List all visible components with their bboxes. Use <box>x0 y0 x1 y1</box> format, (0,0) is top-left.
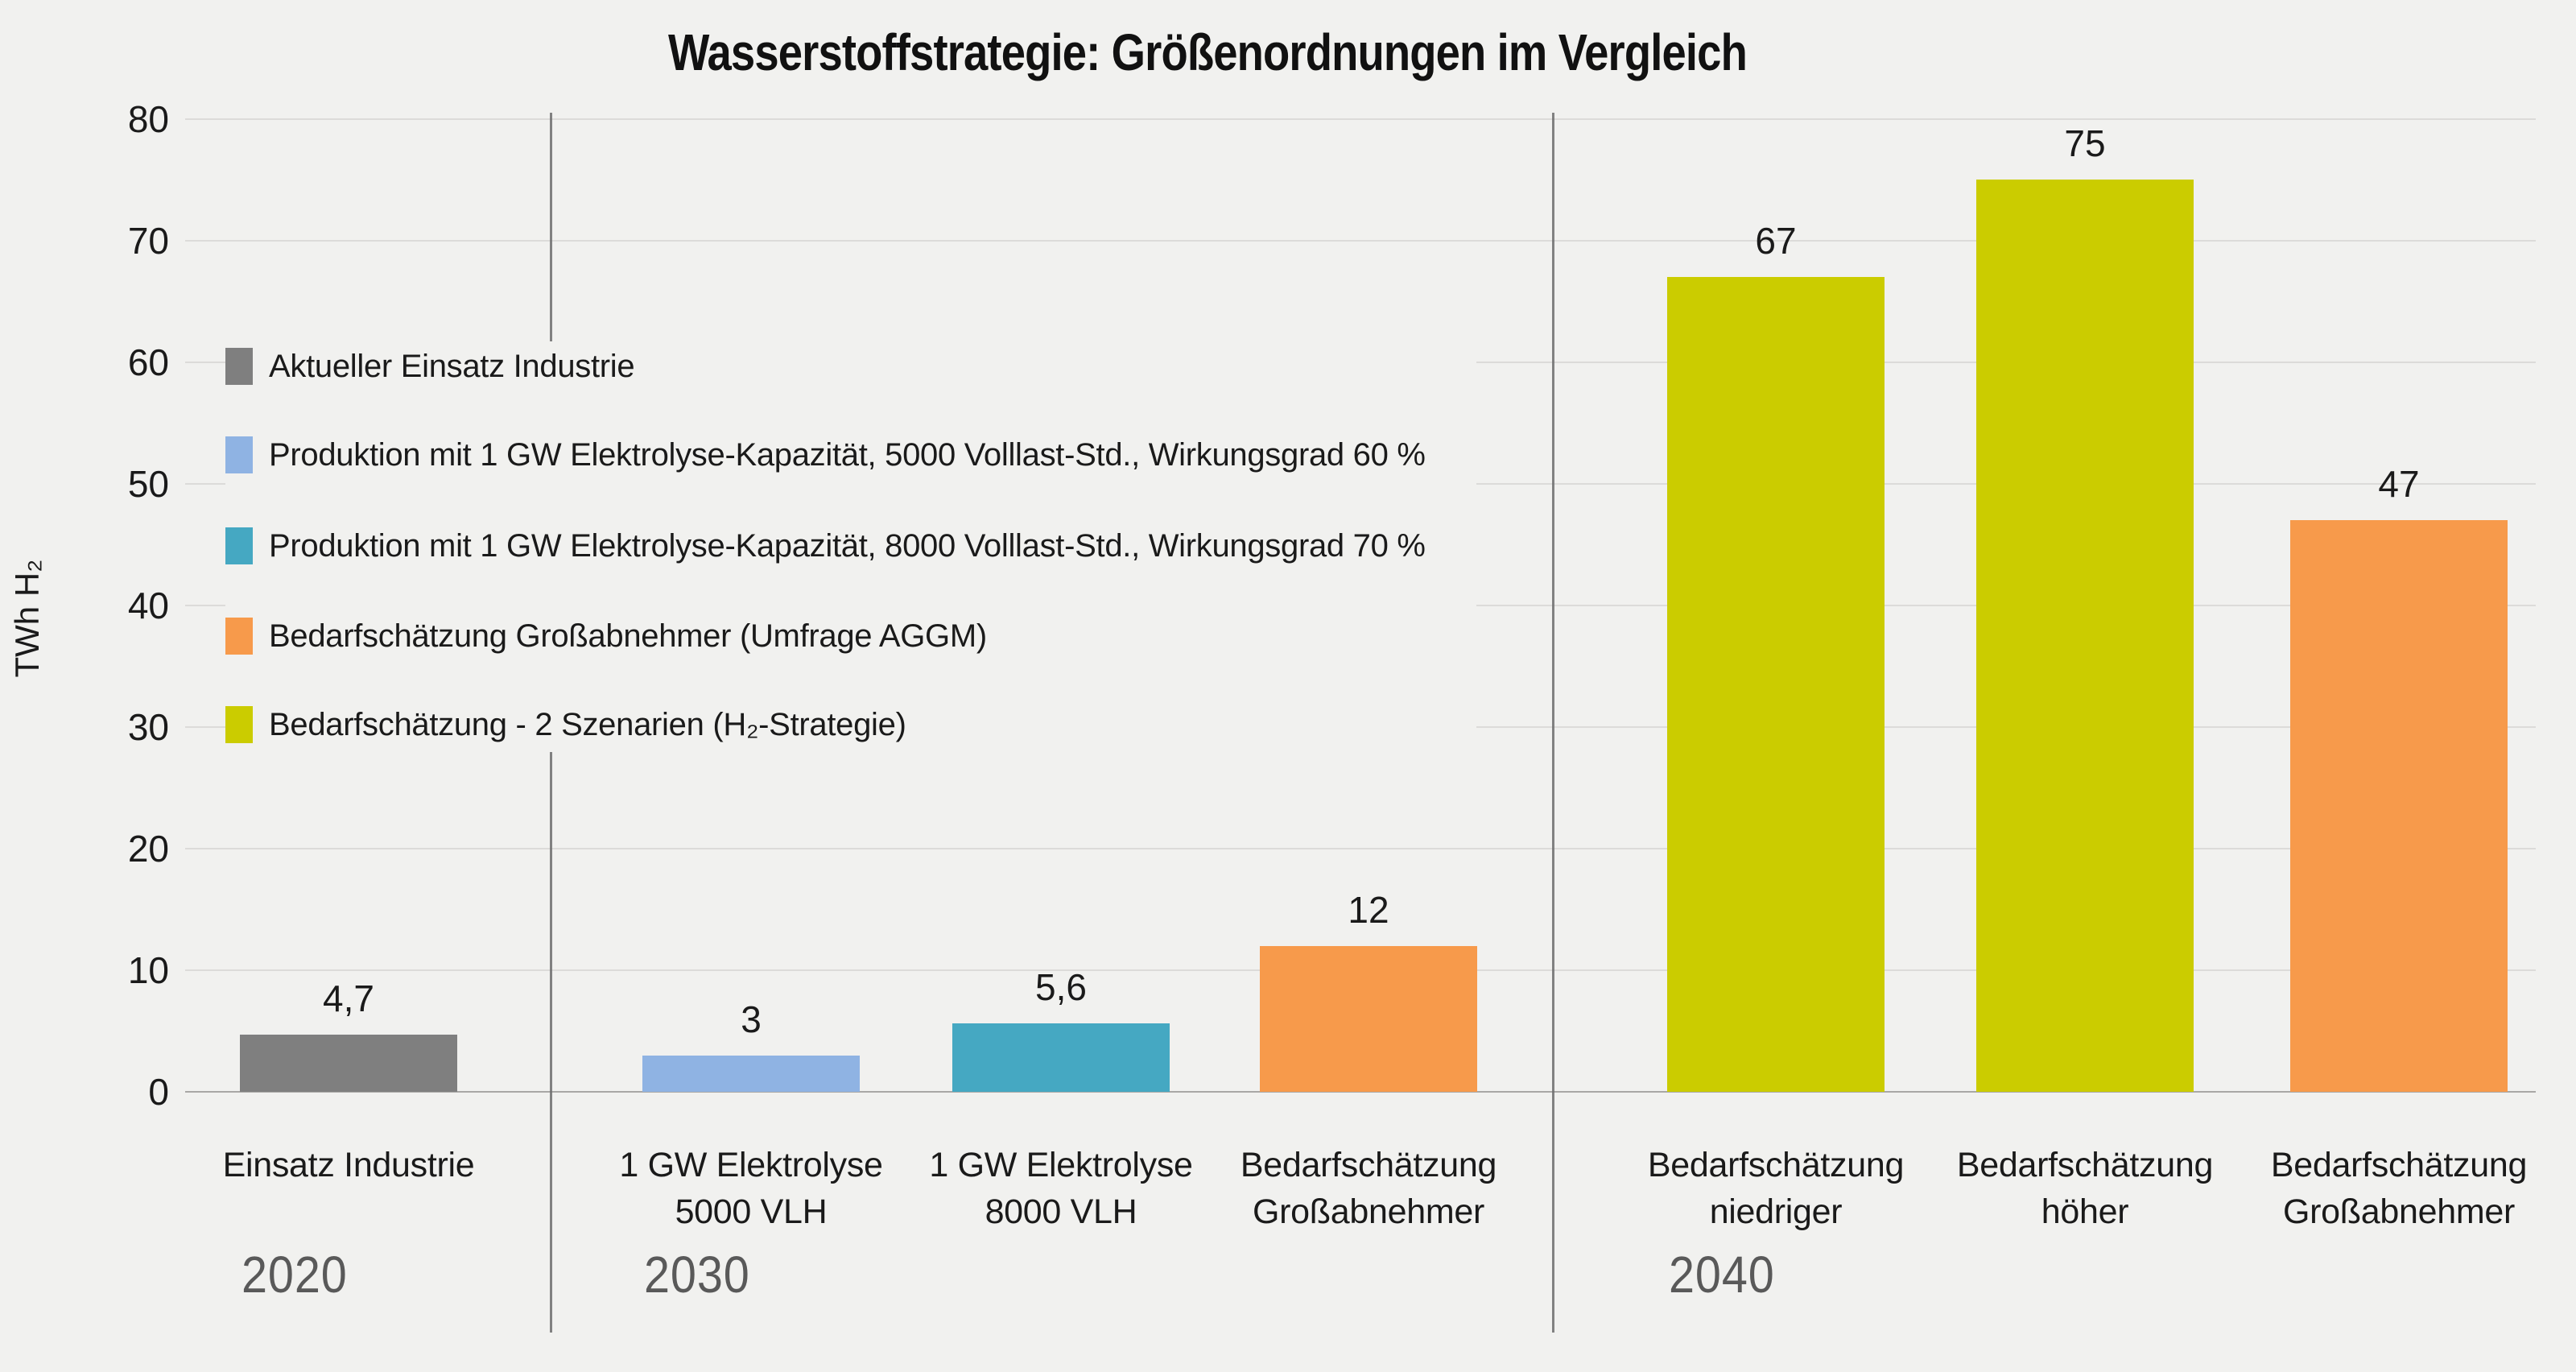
bar-value-label: 75 <box>2064 122 2106 164</box>
legend-item: Bedarfschätzung Großabnehmer (Umfrage AG… <box>225 615 987 657</box>
x-axis-category-label: Bedarfschätzung Großabnehmer <box>1240 1146 1497 1231</box>
x-axis-category-label: 1 GW Elektrolyse 8000 VLH <box>929 1146 1193 1231</box>
gridline-y80 <box>185 118 2536 120</box>
legend-swatch-icon <box>225 527 253 564</box>
y-tick-70: 70 <box>127 220 169 262</box>
bar-bedarfschätzung-großabnehmer <box>1260 946 1477 1092</box>
x-axis-category-label: Einsatz Industrie <box>222 1146 475 1184</box>
y-tick-80: 80 <box>127 98 169 140</box>
legend-swatch-icon <box>225 436 253 473</box>
bar-einsatz industrie <box>240 1035 457 1092</box>
legend-item: Produktion mit 1 GW Elektrolyse-Kapazitä… <box>225 525 1426 567</box>
bar-value-label: 67 <box>1755 220 1797 262</box>
legend-item: Bedarfschätzung - 2 Szenarien (H₂-Strate… <box>225 704 906 746</box>
group-label-2030: 2030 <box>644 1246 750 1304</box>
y-tick-0: 0 <box>148 1071 169 1113</box>
chart-title: Wasserstoffstrategie: Größenordnungen im… <box>668 23 1748 81</box>
y-tick-30: 30 <box>127 706 169 748</box>
y-tick-20: 20 <box>127 828 169 870</box>
legend-swatch-icon <box>225 706 253 743</box>
legend-item-label: Aktueller Einsatz Industrie <box>269 348 635 384</box>
bar-bedarfschätzung-großabnehmer <box>2290 520 2508 1092</box>
legend-swatch-icon <box>225 348 253 385</box>
legend-swatch-icon <box>225 618 253 655</box>
bar-value-label: 4,7 <box>323 977 374 1019</box>
x-axis-category-label: 1 GW Elektrolyse 5000 VLH <box>619 1146 883 1231</box>
gridline-y70 <box>185 240 2536 242</box>
bar-value-label: 5,6 <box>1035 966 1087 1008</box>
legend-item: Produktion mit 1 GW Elektrolyse-Kapazitä… <box>225 434 1426 476</box>
x-axis-category-label: Bedarfschätzung Großabnehmer <box>2270 1146 2528 1231</box>
legend-item-label: Produktion mit 1 GW Elektrolyse-Kapazitä… <box>269 527 1426 564</box>
legend-item-label: Produktion mit 1 GW Elektrolyse-Kapazitä… <box>269 436 1426 473</box>
group-label-2040: 2040 <box>1669 1246 1775 1304</box>
legend <box>225 341 1476 752</box>
bar-1 gw elektrolyse-5000 vlh <box>642 1056 860 1092</box>
y-tick-60: 60 <box>127 341 169 383</box>
group-divider-2 <box>1552 113 1554 1333</box>
bar-1 gw elektrolyse-8000 vlh <box>952 1023 1170 1092</box>
x-axis-baseline <box>185 1091 2536 1093</box>
x-axis-category-label: Bedarfschätzung höher <box>1956 1146 2214 1231</box>
bar-value-label: 3 <box>741 998 762 1040</box>
bar-bedarfschätzung-höher <box>1976 180 2194 1092</box>
bar-bedarfschätzung-niedriger <box>1667 277 1885 1092</box>
group-label-2020: 2020 <box>242 1246 348 1304</box>
bar-value-label: 47 <box>2378 463 2420 505</box>
y-tick-40: 40 <box>127 585 169 626</box>
y-tick-50: 50 <box>127 463 169 505</box>
legend-item-label: Bedarfschätzung - 2 Szenarien (H₂-Strate… <box>269 706 906 742</box>
bar-value-label: 12 <box>1348 889 1389 931</box>
x-axis-category-label: Bedarfschätzung niedriger <box>1647 1146 1905 1231</box>
legend-item-label: Bedarfschätzung Großabnehmer (Umfrage AG… <box>269 618 987 654</box>
gridline-y20 <box>185 848 2536 849</box>
y-tick-10: 10 <box>127 949 169 991</box>
legend-item: Aktueller Einsatz Industrie <box>225 345 635 387</box>
